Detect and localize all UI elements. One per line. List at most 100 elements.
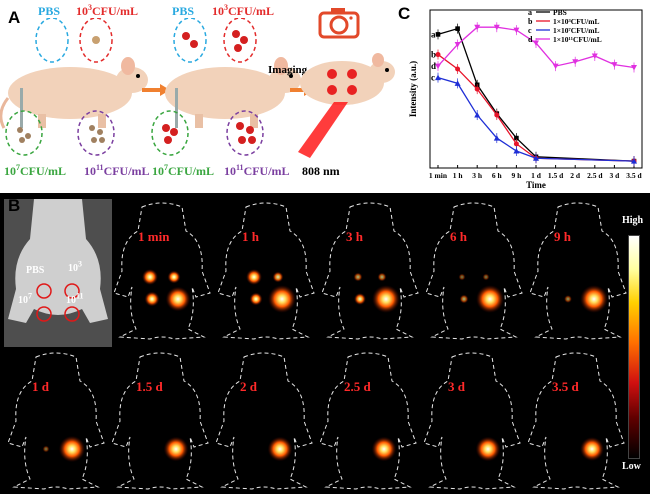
pbs-callout	[35, 18, 69, 63]
x-tick-label: 1.5 d	[548, 171, 564, 180]
cfu11-label: 1011CFU/mL	[84, 164, 150, 179]
cfu11-base-2: 10	[224, 164, 236, 178]
cfu3-label: 103CFU/mL	[76, 4, 138, 19]
pbs-label: PBS	[38, 4, 61, 18]
fluorescence-frame: 1 d	[6, 351, 106, 491]
fluorescence-frame: 6 h	[424, 201, 524, 341]
fluorescence-frame: 9 h	[528, 201, 628, 341]
fluorescence-spot	[354, 293, 366, 305]
fluorescence-frame: 1.5 d	[110, 351, 210, 491]
fluorescence-spot	[353, 272, 363, 282]
cfu3-base: 10	[76, 4, 88, 18]
intensity-chart: 1 min 1 h 3 h 6 h 9 h 1 d 1.5 d 2 d 2.5 d 3 d 3.5 …	[408, 8, 643, 190]
cfu7-label: 107CFU/mL	[4, 164, 66, 179]
cfu7-exp: 7	[16, 163, 20, 172]
fluorescence-spot	[476, 285, 504, 313]
mouse-outline	[113, 202, 211, 340]
x-tick-label: 6 h	[492, 171, 503, 180]
fluorescence-spot	[377, 272, 387, 282]
mouse-outline	[529, 202, 627, 340]
series-key-c: c	[431, 73, 435, 83]
panel-a-illustration	[0, 18, 314, 156]
fluorescence-frame: 2.5 d	[318, 351, 418, 491]
x-tick-label: 2 d	[570, 171, 581, 180]
ref-pbs-label: PBS	[26, 265, 45, 276]
x-axis-label: Time	[526, 180, 546, 190]
fluorescence-spot	[165, 286, 191, 312]
fluorescence-spot	[249, 292, 263, 306]
mouse-outline	[111, 352, 209, 490]
series-line-a	[437, 27, 635, 162]
legend-label-a: PBS	[553, 8, 567, 17]
mouse-imaging	[298, 53, 395, 158]
ref-cfu7-base: 10	[18, 295, 28, 306]
cfu11-base: 10	[84, 164, 96, 178]
fluorescence-spot	[144, 291, 160, 307]
fluorescence-frame: 2 d	[214, 351, 314, 491]
mouse-outline	[423, 352, 521, 490]
fluorescence-frame: 1 min	[112, 201, 212, 341]
timepoint-label: 3.5 d	[552, 379, 579, 394]
colorbar-high-label: High	[622, 215, 644, 226]
x-tick-label: 3 d	[610, 171, 621, 180]
fluorescence-spot	[167, 270, 181, 284]
cfu11-unit: CFU/mL	[103, 164, 150, 178]
x-tick-label: 3 h	[472, 171, 483, 180]
camera-icon	[318, 8, 360, 39]
ref-cfu3-exp: 3	[78, 259, 82, 269]
cfu7-exp-2: 7	[164, 163, 168, 172]
series-key-d: d	[431, 61, 436, 71]
mouse-outline	[319, 352, 417, 490]
cfu11-unit-2: CFU/mL	[243, 164, 290, 178]
series-key-b: b	[431, 50, 436, 60]
mouse-outline	[7, 352, 105, 490]
ref-cfu3-label: 103	[68, 259, 82, 274]
cfu7-label-2: 107CFU/mL	[152, 164, 214, 179]
cfu11-label-2: 1011CFU/mL	[224, 164, 290, 179]
timepoint-label: 2 d	[240, 379, 257, 394]
fluorescence-frame: 3.5 d	[526, 351, 626, 491]
series-line-b	[437, 54, 635, 162]
timepoint-label: 2.5 d	[344, 379, 371, 394]
fluorescence-spot	[142, 269, 158, 285]
mouse-after-injection	[165, 57, 301, 128]
mouse-before-injection	[0, 57, 148, 129]
fluorescence-spot	[268, 285, 296, 313]
fluorescence-spot	[564, 295, 572, 303]
timepoint-label: 1 h	[242, 229, 259, 244]
cfu11-callout	[77, 110, 115, 156]
series-key-a: a	[431, 29, 436, 39]
cfu3-exp-2: 3	[224, 3, 228, 12]
ref-cfu11-label: 1011	[66, 292, 84, 306]
timepoint-label: 3 d	[448, 379, 465, 394]
cfu3-callout	[79, 18, 113, 63]
fluorescence-spot	[163, 436, 189, 462]
fluorescence-frame: 3 d	[422, 351, 522, 491]
fluorescence-spot	[267, 436, 293, 462]
x-tick-label: 2.5 d	[587, 171, 603, 180]
cfu7-base-2: 10	[152, 164, 164, 178]
cfu3-exp: 3	[88, 3, 92, 12]
mouse-outline	[527, 352, 625, 490]
cfu11-exp: 11	[96, 163, 104, 172]
panel-a-letter: A	[8, 8, 21, 27]
legend-key-a: a	[528, 8, 532, 17]
x-tick-label: 9 h	[512, 171, 523, 180]
ref-cfu7-exp: 7	[28, 291, 32, 301]
legend-label-c: 1×10⁷CFU/mL	[553, 26, 600, 35]
cfu7-unit-2: CFU/mL	[168, 164, 214, 178]
cfu7-callout	[5, 110, 43, 156]
wavelength-label: 808 nm	[302, 164, 340, 178]
cfu-unit-2: CFU/mL	[228, 4, 274, 18]
fluorescence-spot	[372, 285, 400, 313]
colorbar	[628, 235, 640, 459]
cfu7-unit: CFU/mL	[20, 164, 66, 178]
fluorescence-spot	[475, 436, 501, 462]
timepoint-label: 3 h	[346, 229, 363, 244]
fluorescence-frame: 3 h	[320, 201, 420, 341]
series-line-c	[437, 76, 635, 162]
x-tick-label: 3.5 d	[626, 171, 642, 180]
cfu11-exp-2: 11	[236, 163, 244, 172]
fluorescence-spot	[246, 269, 262, 285]
